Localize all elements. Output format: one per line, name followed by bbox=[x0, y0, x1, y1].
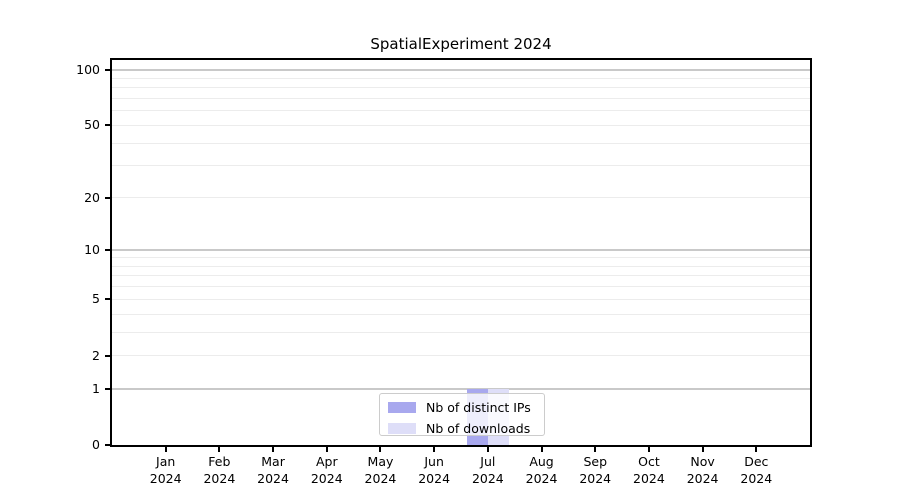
legend-row-downloads: Nb of downloads bbox=[388, 418, 544, 439]
minor-gridline bbox=[112, 257, 810, 259]
x-tick-label: Jan 2024 bbox=[149, 454, 182, 486]
grid-layer bbox=[112, 60, 810, 445]
y-tick-mark bbox=[105, 68, 110, 71]
minor-gridline bbox=[112, 275, 810, 277]
major-gridline bbox=[112, 249, 810, 252]
y-tick-label: 5 bbox=[92, 291, 100, 307]
minor-gridline bbox=[112, 87, 810, 89]
x-tick-mark bbox=[164, 445, 167, 452]
minor-gridline bbox=[112, 265, 810, 267]
minor-gridline bbox=[112, 355, 810, 357]
chart-title: SpatialExperiment 2024 bbox=[370, 35, 552, 53]
x-tick-mark bbox=[594, 445, 597, 452]
y-tick-label: 1 bbox=[92, 380, 100, 396]
x-tick-mark bbox=[755, 445, 758, 452]
x-tick-label: Feb 2024 bbox=[203, 454, 236, 486]
legend-row-distinct-ips: Nb of distinct IPs bbox=[388, 397, 544, 418]
y-tick-mark bbox=[105, 249, 110, 252]
legend: Nb of distinct IPs Nb of downloads bbox=[379, 393, 545, 436]
x-tick-mark bbox=[272, 445, 275, 452]
minor-gridline bbox=[112, 286, 810, 288]
x-tick-mark bbox=[218, 445, 221, 452]
x-tick-mark bbox=[701, 445, 704, 452]
y-tick-label: 2 bbox=[92, 347, 100, 363]
x-tick-label: Oct 2024 bbox=[633, 454, 665, 486]
y-tick-label: 50 bbox=[84, 117, 100, 133]
x-tick-label: Apr 2024 bbox=[310, 454, 343, 486]
x-tick-label: May 2024 bbox=[364, 454, 397, 486]
x-tick-mark bbox=[379, 445, 382, 452]
y-tick-mark bbox=[105, 196, 110, 199]
x-tick-label: Sep 2024 bbox=[579, 454, 612, 486]
x-tick-mark bbox=[325, 445, 328, 452]
y-tick-mark bbox=[105, 387, 110, 390]
legend-label-distinct-ips: Nb of distinct IPs bbox=[426, 400, 531, 415]
minor-gridline bbox=[112, 298, 810, 300]
x-tick-label: Nov 2024 bbox=[686, 454, 719, 486]
minor-gridline bbox=[112, 124, 810, 126]
minor-gridline bbox=[112, 331, 810, 333]
y-tick-label: 10 bbox=[84, 242, 100, 258]
x-tick-mark bbox=[647, 445, 650, 452]
y-tick-label: 0 bbox=[92, 437, 100, 452]
y-tick-label: 20 bbox=[84, 189, 100, 205]
minor-gridline bbox=[112, 110, 810, 112]
y-tick-mark bbox=[105, 444, 110, 446]
minor-gridline bbox=[112, 97, 810, 99]
y-tick-mark bbox=[105, 298, 110, 301]
legend-swatch-downloads-icon bbox=[388, 423, 416, 434]
x-tick-label: Dec 2024 bbox=[740, 454, 773, 486]
y-tick-mark bbox=[105, 354, 110, 357]
x-tick-label: Mar 2024 bbox=[257, 454, 289, 486]
x-tick-mark bbox=[540, 445, 543, 452]
major-gridline bbox=[112, 387, 810, 390]
y-tick-label: 100 bbox=[76, 61, 100, 77]
plot-area: 100 50 20 10 5 2 1 0 Jan 2024 Feb 2024 Mar 2024 Apr… bbox=[76, 58, 812, 486]
minor-gridline bbox=[112, 77, 810, 79]
minor-gridline bbox=[112, 142, 810, 144]
x-tick-label: Jun 2024 bbox=[418, 454, 451, 486]
legend-swatch-distinct-ips-icon bbox=[388, 402, 416, 413]
major-gridline bbox=[112, 68, 810, 71]
x-tick-mark bbox=[433, 445, 436, 452]
x-tick-label: Jul 2024 bbox=[471, 454, 504, 486]
x-tick-label: Aug 2024 bbox=[525, 454, 558, 486]
minor-gridline bbox=[112, 197, 810, 198]
x-tick-mark bbox=[486, 445, 489, 452]
legend-label-downloads: Nb of downloads bbox=[426, 421, 531, 436]
minor-gridline bbox=[112, 313, 810, 315]
axis-layer: 100 50 20 10 5 2 1 0 Jan 2024 Feb 2024 Mar 2024 Apr… bbox=[76, 60, 810, 486]
minor-gridline bbox=[112, 165, 810, 167]
y-tick-mark bbox=[105, 124, 110, 127]
